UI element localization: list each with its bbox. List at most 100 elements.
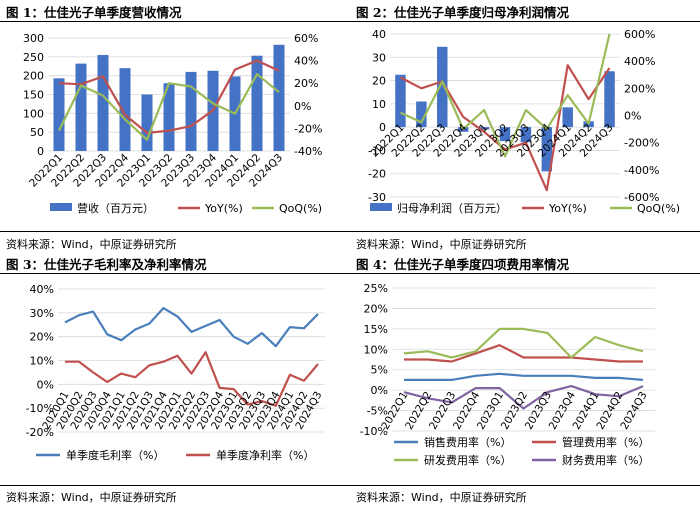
series-line [403,384,644,410]
chart-panel-revenue: 图 1：仕佳光子单季度营收情况 0 50 100 150 200 250 300 -40% -2… [0,0,350,252]
y-tick-right: 200% [624,82,655,95]
y-tick: 30% [30,307,54,320]
y-tick: 25% [364,282,388,295]
source-rule [0,485,350,486]
bar [53,78,65,151]
y-tick: -10% [360,425,388,438]
series-line [403,327,644,359]
y-tick-left: -30 [368,191,386,204]
source-rule [350,231,700,232]
y-tick: 0% [37,378,54,391]
y-tick-right: -20% [294,122,322,135]
series-line [400,33,611,158]
revenue-chart: 050100150200250300-40%-20%0%20%40%60%202… [23,32,322,215]
legend-label: QoQ(%) [279,202,322,215]
bar [478,127,490,130]
y-tick-left: -20 [368,168,386,181]
y-tick-right: 40% [294,55,318,68]
legend-label: YoY(%) [548,202,587,215]
legend-label: 归母净利润（百万元） [397,201,507,215]
bar [97,54,109,152]
bar [437,46,448,128]
title-rule [0,21,350,22]
series-line [404,344,643,363]
y-tick-left: 0 [37,145,44,158]
legend-label: 营收（百万元） [77,201,154,215]
series-line [65,351,319,407]
chart-title: 图 2：仕佳光子单季度归母净利润情况 [356,5,570,20]
bar [499,127,511,142]
source-rule [350,485,700,486]
y-tick-left: 40 [372,28,386,41]
chart-title: 图 4：仕佳光子单季度四项费用率情况 [356,257,570,272]
source-note: 资料来源：Wind，中原证券研究所 [6,491,177,504]
y-tick-right: 20% [294,77,318,90]
bar [185,71,197,151]
y-tick-left: 300 [23,32,44,45]
chart-title: 图 1：仕佳光子单季度营收情况 [6,5,182,20]
source-note: 资料来源：Wind，中原证券研究所 [356,491,527,504]
y-tick: 20% [364,302,388,315]
chart-panel-net-profit: 图 2：仕佳光子单季度归母净利润情况 -30 -20 -10 0 10 20 30 40 -60… [350,0,700,252]
series-line [58,73,280,141]
y-tick-right: -40% [294,145,322,158]
series-line [404,372,644,382]
y-tick: -10% [26,402,54,415]
source-rule [0,231,350,232]
y-tick-right: 400% [624,55,655,68]
bar [520,127,532,143]
y-tick-left: 200 [23,70,44,83]
legend-label: 单季度毛利率（%） [66,448,164,462]
title-rule [0,273,350,274]
chart-panel-margins: 图 3：仕佳光子毛利率及净利率情况 -20% -10% 0% 10% 20% 30% 40%… [0,252,350,505]
y-tick: 10% [364,343,388,356]
margin-chart: -20%-10%0%10%20%30%40%2020Q12020Q22020Q3… [26,283,325,462]
y-tick-left: 0 [379,121,386,134]
legend-label: YoY(%) [204,202,243,215]
bar [541,127,553,172]
bar [75,63,87,151]
bar [119,68,131,151]
y-tick-right: 0% [294,100,311,113]
y-tick-left: 250 [23,51,44,64]
series-line [399,64,611,192]
legend-label: 单季度净利率（%） [216,448,314,462]
bar [604,71,615,128]
y-tick: 40% [30,283,54,296]
chart-panel-expense-ratios: 图 4：仕佳光子单季度四项费用率情况 -10% -5% 0% 5% 10% 15% 20% 2… [350,252,700,505]
y-tick-right: 600% [624,28,655,41]
y-tick: 20% [30,331,54,344]
bar [273,44,285,151]
y-tick: 15% [364,323,388,336]
y-tick: 0% [371,384,388,397]
legend-swatch [50,203,72,211]
y-tick-left: 20 [372,75,386,88]
chart-title: 图 3：仕佳光子毛利率及净利率情况 [6,257,207,272]
bar [141,94,153,151]
source-note: 资料来源：Wind，中原证券研究所 [6,238,177,251]
y-tick-left: -10 [368,144,386,157]
expense-ratio-chart: -10%-5%0%5%10%15%20%25%2022Q12022Q22022Q… [360,282,655,467]
bar [251,55,263,151]
y-tick: -20% [26,426,54,439]
y-tick-right: -400% [624,164,659,177]
y-tick-left: 50 [30,126,44,139]
legend-label: 财务费用率（%） [562,453,649,467]
series-line [64,306,319,348]
y-tick-right: -200% [624,137,659,150]
source-note: 资料来源：Wind，中原证券研究所 [356,238,527,251]
title-rule [350,21,700,22]
bar [416,101,427,128]
legend-label: 管理费用率（%） [562,435,649,449]
bar [562,107,573,128]
y-tick-right: 0% [624,110,641,123]
legend-swatch [370,203,392,211]
bar [163,83,175,151]
title-rule [350,273,700,274]
legend-label: 研发费用率（%） [424,453,511,467]
y-tick-left: 10 [372,98,386,111]
y-tick-right: -600% [624,191,659,204]
y-tick-left: 30 [372,51,386,64]
net-profit-chart: -30 -20 -10 0 10 20 30 40 -600% -400% -200% 0% 200% 4… [368,28,680,215]
y-tick-left: 150 [23,89,44,102]
